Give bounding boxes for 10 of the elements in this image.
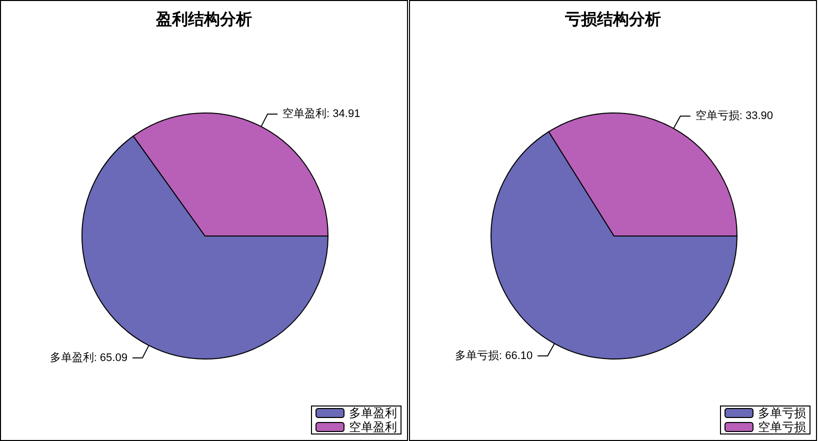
legend-label: 多单盈利 <box>349 406 397 420</box>
legend-label: 多单亏损 <box>758 406 806 420</box>
data-label: 空单盈利: 34.91 <box>282 107 360 120</box>
legend-label: 空单亏损 <box>758 420 806 434</box>
data-label: 多单亏损: 66.10 <box>454 348 533 362</box>
chart-title: 盈利结构分析 <box>155 10 252 28</box>
data-label: 空单亏损: 33.90 <box>695 109 774 122</box>
chart-title: 亏损结构分析 <box>564 10 661 28</box>
data-label: 多单盈利: 65.09 <box>50 350 128 364</box>
legend-label: 空单盈利 <box>349 420 397 434</box>
